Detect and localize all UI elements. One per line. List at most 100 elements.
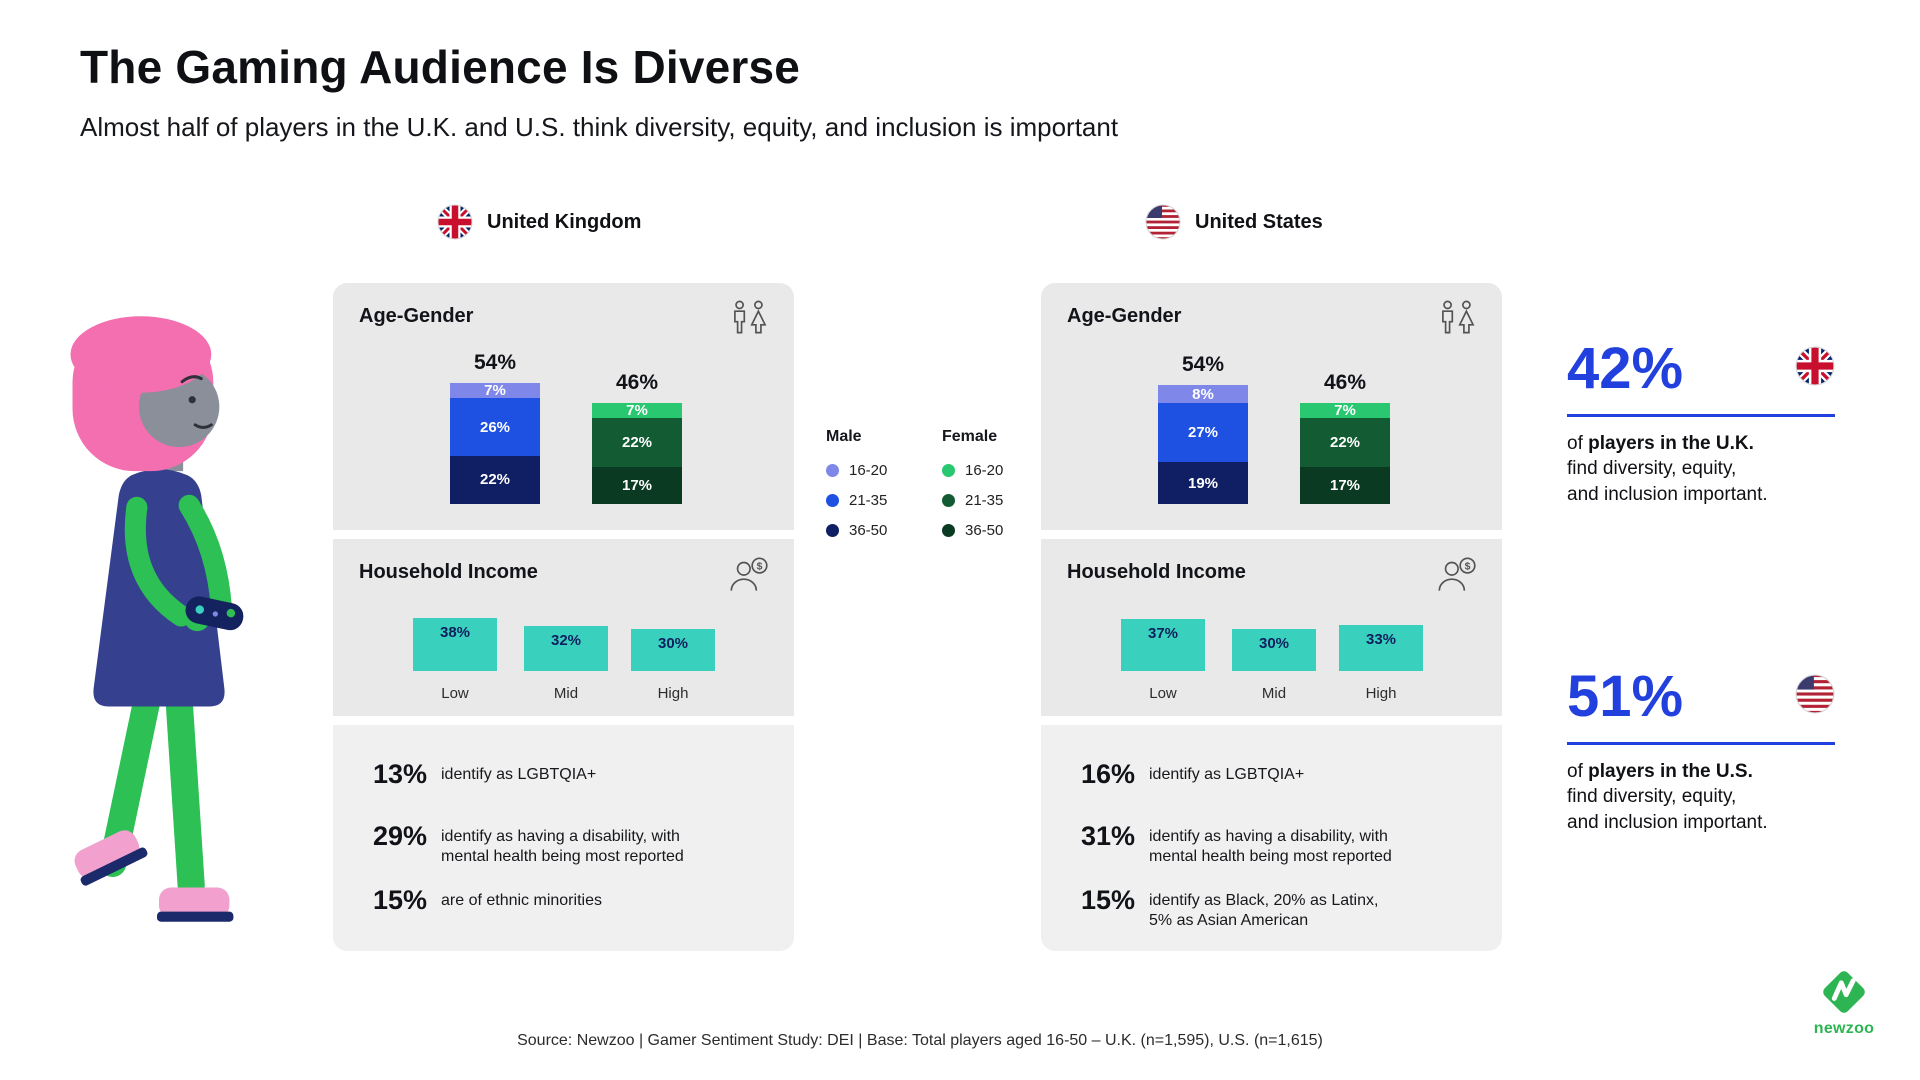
bar-segment-male-16-20: 8%	[1158, 385, 1248, 403]
panel-uk: Age-Gender 54% 7% 26% 22% 46% 7% 22% 17	[333, 283, 794, 951]
income-axis-label: Low	[1149, 685, 1177, 702]
bar-segment-male-16-20: 7%	[450, 383, 540, 399]
income-bar-high: 30%	[631, 629, 715, 671]
income-axis-label: High	[657, 685, 689, 702]
callout-text: of players in the U.S. find diversity, e…	[1567, 761, 1768, 833]
income-bar-low: 38%	[413, 617, 497, 671]
section-title: Age-Gender	[1067, 305, 1182, 327]
female-total-label: 46%	[615, 370, 659, 394]
stat-value: 29%	[373, 821, 428, 851]
legend-item: 21-35	[826, 492, 916, 509]
legend-male-column: Male 16-20 21-35 36-50	[826, 428, 916, 552]
stat-row: 15% are of ethnic minorities	[373, 885, 602, 916]
stat-row: 31% identify as having a disability, wit…	[1081, 821, 1392, 868]
stat-text: are of ethnic minorities	[441, 892, 602, 909]
income-axis-label: Mid	[553, 685, 579, 702]
female-total-label: 46%	[1323, 370, 1367, 394]
income-icon: $	[724, 555, 772, 600]
income-icon: $	[1432, 555, 1480, 600]
stat-row: 29% identify as having a disability, wit…	[373, 821, 684, 868]
callout-underline	[1567, 742, 1835, 745]
bar-segment-male-36-50: 22%	[450, 455, 540, 504]
legend-dot	[942, 494, 955, 507]
legend-female-column: Female 16-20 21-35 36-50	[942, 428, 1032, 552]
legend-dot	[826, 464, 839, 477]
newzoo-wordmark: newzoo	[1813, 1020, 1875, 1037]
stat-value: 31%	[1081, 821, 1136, 851]
callout-text: of players in the U.K. find diversity, e…	[1567, 433, 1768, 505]
page-subtitle: Almost half of players in the U.K. and U…	[80, 112, 1119, 142]
stat-text: identify as LGBTQIA+	[441, 766, 597, 783]
male-total-label: 54%	[1181, 353, 1225, 377]
male-total-label: 54%	[473, 351, 517, 375]
us-flag-icon	[1795, 674, 1835, 714]
male-stacked-bar: 54% 7% 26% 22%	[450, 351, 540, 504]
bar-segment-female-21-35: 22%	[1300, 418, 1390, 467]
stats-section: 13% identify as LGBTQIA+ 29% identify as…	[333, 725, 794, 951]
income-axis-label: Low	[441, 685, 469, 702]
panel-us: Age-Gender 54% 8% 27% 19% 46% 7% 22% 17	[1041, 283, 1502, 951]
income-bar-mid: 30%	[1232, 629, 1316, 671]
legend-item: 21-35	[942, 492, 1032, 509]
section-title: Household Income	[359, 561, 538, 583]
callout-value: 42%	[1567, 336, 1684, 401]
stat-row: 16% identify as LGBTQIA+	[1081, 759, 1304, 790]
callout-uk: 42% of players in the U.K. find diversit…	[1567, 340, 1835, 507]
us-flag-icon	[1145, 204, 1181, 240]
bar-segment-male-21-35: 26%	[450, 398, 540, 456]
legend-dot	[826, 494, 839, 507]
income-axis-label: High	[1365, 685, 1397, 702]
legend-item: 36-50	[826, 522, 916, 539]
household-income-section: Household Income $ 38% 32% 30% Low Mid H…	[333, 539, 794, 716]
stat-row: 15% identify as Black, 20% as Latinx, 5%…	[1081, 885, 1378, 932]
legend-dot	[942, 464, 955, 477]
stat-value: 16%	[1081, 759, 1136, 789]
country-name: United Kingdom	[487, 210, 642, 233]
stat-row: 13% identify as LGBTQIA+	[373, 759, 596, 790]
page-title: The Gaming Audience Is Diverse	[80, 41, 801, 93]
bar-segment-male-36-50: 19%	[1158, 462, 1248, 504]
legend-male-title: Male	[826, 428, 862, 445]
stat-text: identify as LGBTQIA+	[1149, 766, 1305, 783]
country-label-uk: United Kingdom	[437, 204, 641, 240]
stat-text: identify as having a disability, with me…	[441, 828, 684, 866]
callout-us: 51%	[1567, 668, 1835, 835]
uk-flag-icon	[437, 204, 473, 240]
income-bar-mid: 32%	[524, 626, 608, 671]
legend-item: 16-20	[942, 462, 1032, 479]
stat-value: 15%	[1081, 885, 1136, 915]
age-gender-section: Age-Gender 54% 8% 27% 19% 46% 7% 22% 17	[1041, 283, 1502, 530]
female-stacked-bar: 46% 7% 22% 17%	[1300, 371, 1390, 504]
male-stacked-bar: 54% 8% 27% 19%	[1158, 353, 1248, 504]
age-gender-icon	[726, 299, 772, 342]
stats-section: 16% identify as LGBTQIA+ 31% identify as…	[1041, 725, 1502, 951]
bar-segment-female-36-50: 17%	[1300, 466, 1390, 504]
bar-segment-female-21-35: 22%	[592, 418, 682, 467]
household-income-section: Household Income $ 37% 30% 33% Low Mid H…	[1041, 539, 1502, 716]
legend-dot	[942, 524, 955, 537]
age-gender-section: Age-Gender 54% 7% 26% 22% 46% 7% 22% 17	[333, 283, 794, 530]
income-bar-low: 37%	[1121, 619, 1205, 671]
svg-text:$: $	[757, 562, 763, 573]
stat-value: 13%	[373, 759, 428, 789]
age-gender-legend: Male 16-20 21-35 36-50 Female 16-20 21-3…	[826, 428, 1032, 552]
newzoo-logo-icon	[1798, 966, 1890, 1018]
female-stacked-bar: 46% 7% 22% 17%	[592, 371, 682, 504]
country-name: United States	[1195, 210, 1323, 233]
section-title: Age-Gender	[359, 305, 474, 327]
stat-value: 15%	[373, 885, 428, 915]
income-bar-high: 33%	[1339, 624, 1423, 671]
legend-item: 16-20	[826, 462, 916, 479]
bar-segment-female-16-20: 7%	[592, 402, 682, 419]
newzoo-logo: newzoo	[1798, 966, 1890, 1038]
legend-item: 36-50	[942, 522, 1032, 539]
legend-female-title: Female	[942, 428, 998, 445]
svg-text:$: $	[1465, 562, 1471, 573]
stat-text: identify as Black, 20% as Latinx, 5% as …	[1149, 892, 1379, 930]
bar-segment-female-16-20: 7%	[1300, 402, 1390, 419]
income-axis-label: Mid	[1261, 685, 1287, 702]
uk-flag-icon	[1795, 346, 1835, 386]
callout-underline	[1567, 414, 1835, 417]
country-label-us: United States	[1145, 204, 1323, 240]
